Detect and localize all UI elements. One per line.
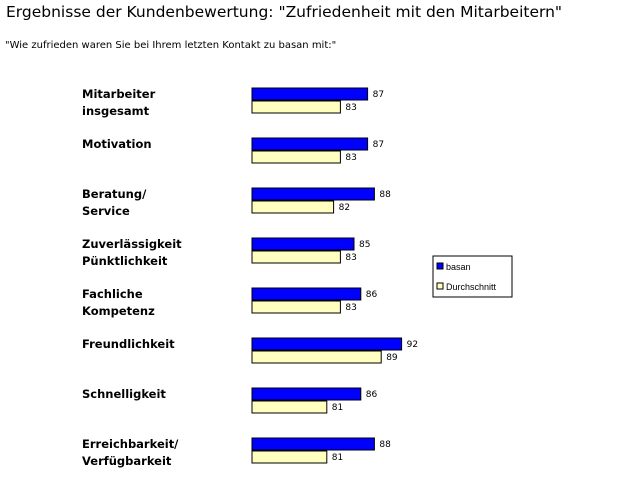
bar-basan	[251, 337, 403, 351]
value-label-basan: 86	[366, 390, 378, 400]
category-label: Erreichbarkeit/	[82, 437, 179, 451]
bars	[251, 87, 403, 464]
value-label-basan: 85	[359, 240, 370, 250]
bar-basan	[251, 237, 355, 251]
value-label-durchschnitt: 83	[345, 303, 356, 313]
value-label-basan: 92	[407, 340, 418, 350]
legend-label-durchschnitt: Durchschnitt	[446, 282, 497, 292]
legend-swatch-basan	[436, 262, 444, 270]
value-label-durchschnitt: 89	[386, 353, 398, 363]
category-label: Motivation	[82, 137, 152, 151]
category-label: Mitarbeiter	[82, 87, 156, 101]
category-label: Service	[82, 204, 130, 218]
bar-durchschnitt	[251, 400, 328, 414]
bar-durchschnitt	[251, 300, 341, 314]
bar-basan	[251, 137, 369, 151]
chart-subtitle: "Wie zufrieden waren Sie bei Ihrem letzt…	[5, 40, 337, 51]
value-label-durchschnitt: 83	[345, 103, 356, 113]
value-label-durchschnitt: 81	[332, 403, 343, 413]
chart-title: Ergebnisse der Kundenbewertung: "Zufried…	[6, 3, 563, 21]
category-label: Pünktlichkeit	[82, 254, 168, 268]
value-label-durchschnitt: 83	[345, 153, 356, 163]
bar-basan	[251, 437, 375, 451]
legend-box	[432, 255, 513, 298]
bar-basan	[251, 287, 362, 301]
category-labels: Mitarbeiter insgesamt Motivation Beratung/S…	[82, 87, 182, 468]
bar-basan	[251, 87, 369, 101]
category-label: Beratung/	[82, 187, 147, 201]
bar-basan	[251, 187, 375, 201]
category-label: Zuverlässigkeit	[82, 237, 182, 251]
category-label: Freundlichkeit	[82, 337, 175, 351]
bar-durchschnitt	[251, 200, 335, 214]
category-label: Schnelligkeit	[82, 387, 166, 401]
value-label-basan: 87	[373, 90, 384, 100]
bar-durchschnitt	[251, 450, 328, 464]
value-label-basan: 87	[373, 140, 384, 150]
bar-basan	[251, 387, 362, 401]
value-label-basan: 86	[366, 290, 378, 300]
value-label-basan: 88	[379, 440, 391, 450]
legend-label-basan: basan	[446, 262, 471, 272]
legend: basan Durchschnitt	[432, 255, 513, 298]
category-label: Kompetenz	[82, 304, 155, 318]
bar-durchschnitt	[251, 250, 341, 264]
value-label-durchschnitt: 83	[345, 253, 356, 263]
bar-durchschnitt	[251, 350, 382, 364]
legend-swatch-durchschnitt	[436, 282, 444, 290]
category-label: Fachliche	[82, 287, 143, 301]
category-label: Verfügbarkeit	[82, 454, 172, 468]
value-label-durchschnitt: 81	[332, 453, 343, 463]
category-label: insgesamt	[82, 104, 150, 118]
value-label-durchschnitt: 82	[339, 203, 350, 213]
bar-durchschnitt	[251, 100, 341, 114]
value-label-basan: 88	[379, 190, 391, 200]
bar-durchschnitt	[251, 150, 341, 164]
